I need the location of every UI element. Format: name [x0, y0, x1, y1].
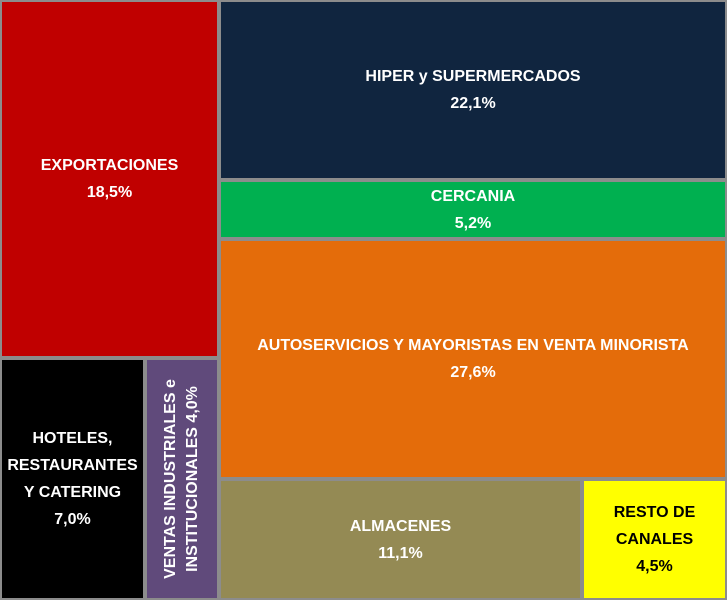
tile-label-line: RESTAURANTES: [7, 457, 138, 474]
tile-exportaciones: EXPORTACIONES 18,5%: [0, 0, 219, 358]
tile-label: EXPORTACIONES: [40, 157, 179, 174]
tile-label-line: VENTAS INDUSTRIALES e: [162, 379, 180, 579]
tile-label: AUTOSERVICIOS Y MAYORISTAS EN VENTA MINO…: [257, 337, 689, 354]
tile-ventas-industriales: VENTAS INDUSTRIALES e INSTITUCIONALES 4,…: [145, 358, 219, 600]
tile-label: HIPER y SUPERMERCADOS: [365, 68, 581, 85]
tile-almacenes: ALMACENES 11,1%: [219, 479, 582, 600]
tile-value: 11,1%: [378, 544, 423, 562]
tile-value: 22,1%: [450, 95, 496, 112]
tile-label-line: RESTO DE: [613, 504, 696, 521]
tile-label-line: CANALES: [615, 531, 694, 548]
tile-vertical-text: VENTAS INDUSTRIALES e INSTITUCIONALES 4,…: [160, 379, 204, 579]
tile-label: CERCANIA: [430, 187, 516, 205]
tile-label-line: INSTITUCIONALES 4,0%: [184, 386, 202, 572]
tile-label-line: Y CATERING: [23, 484, 122, 501]
tile-cercania: CERCANIA 5,2%: [219, 180, 727, 239]
tile-value: 27,6%: [450, 364, 496, 381]
tile-value: 4,5%: [636, 558, 673, 575]
tile-value: 18,5%: [86, 184, 133, 201]
tile-hoteles-restaurantes-catering: HOTELES, RESTAURANTES Y CATERING 7,0%: [0, 358, 145, 600]
tile-value: 7,0%: [54, 511, 91, 528]
tile-autoservicios-mayoristas: AUTOSERVICIOS Y MAYORISTAS EN VENTA MINO…: [219, 239, 727, 479]
tile-label: ALMACENES: [349, 517, 452, 535]
tile-resto-de-canales: RESTO DE CANALES 4,5%: [582, 479, 727, 600]
tile-label-line: HOTELES,: [32, 430, 113, 447]
tile-hiper-supermercados: HIPER y SUPERMERCADOS 22,1%: [219, 0, 727, 180]
tile-value: 5,2%: [454, 214, 492, 232]
